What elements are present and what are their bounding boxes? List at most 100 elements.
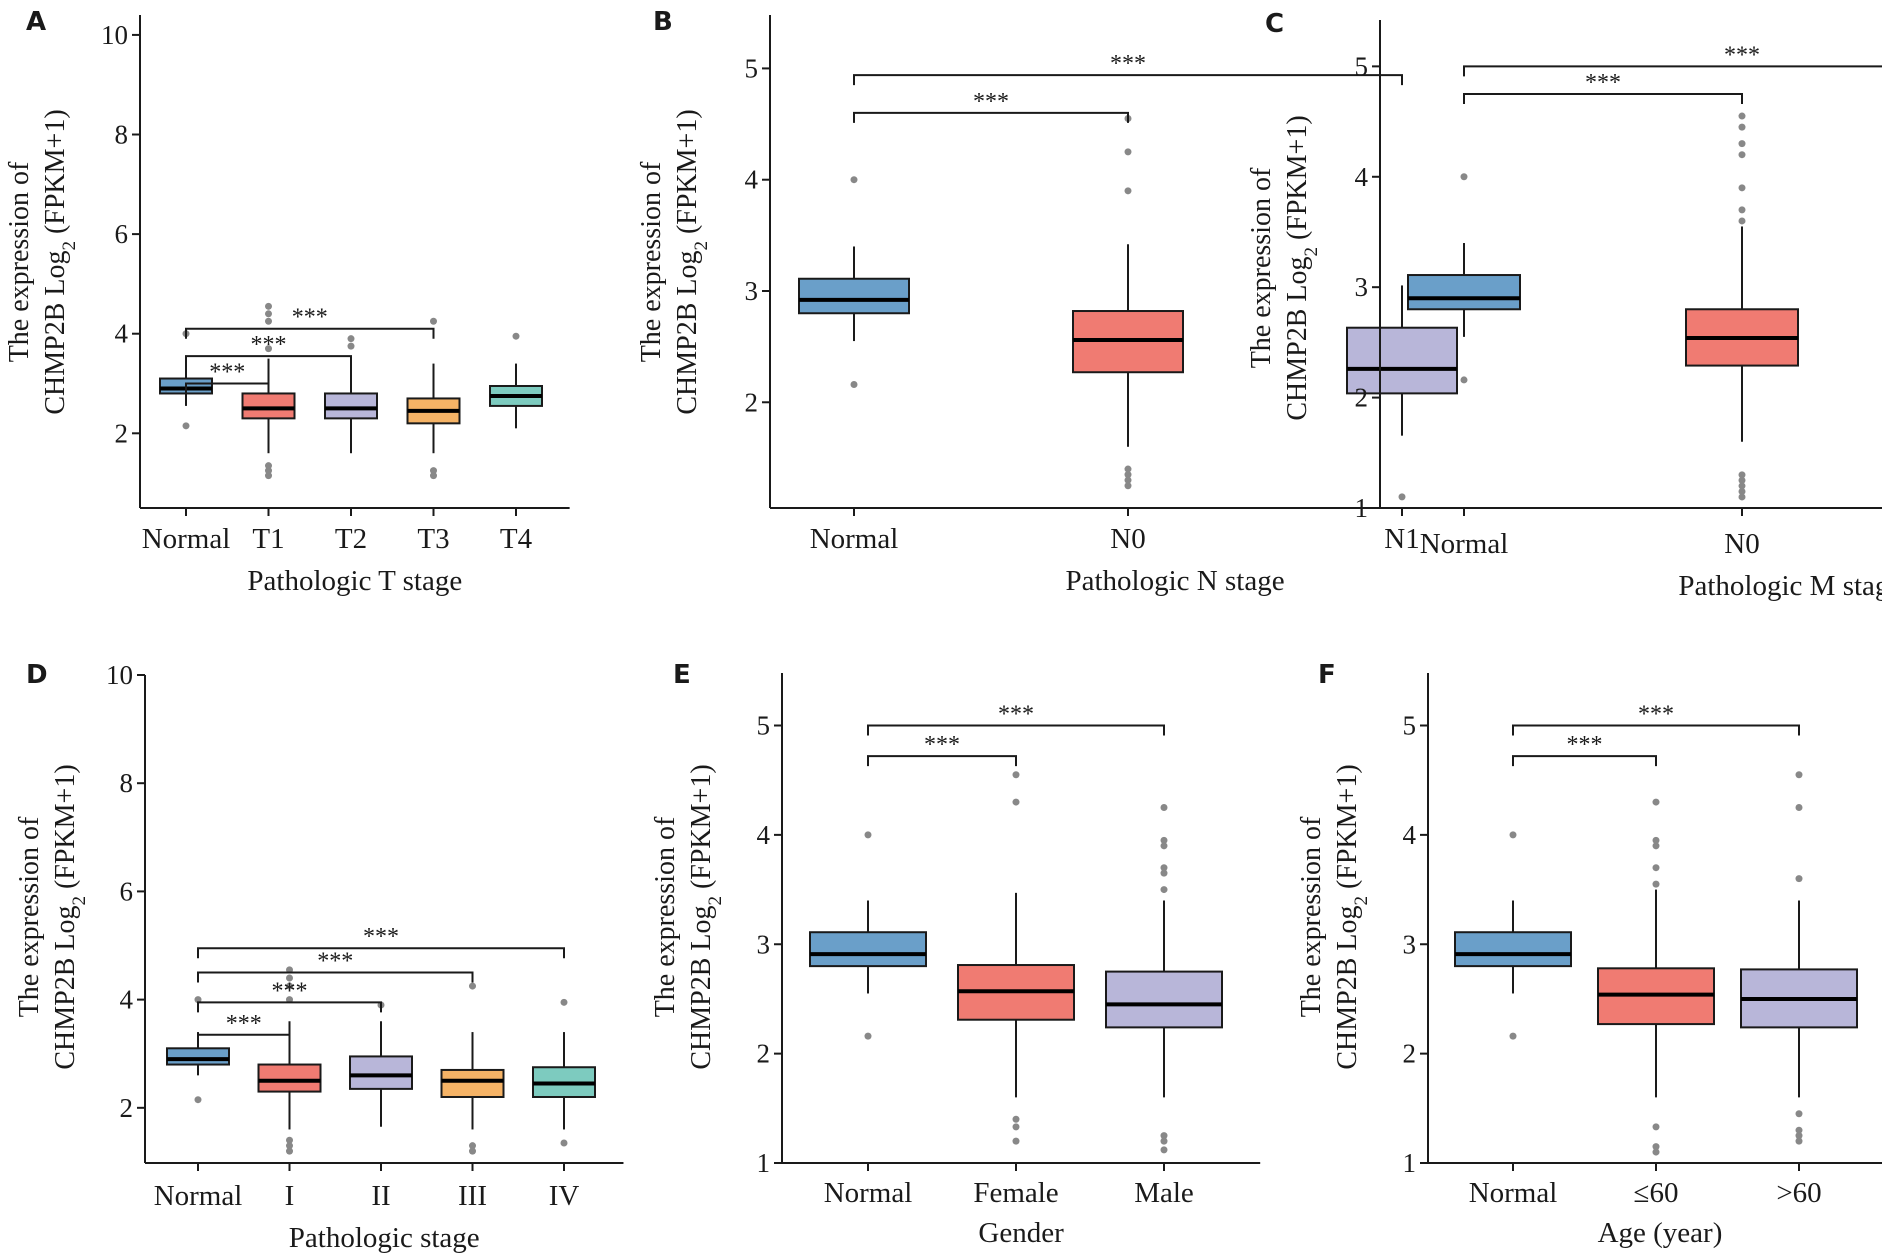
significance-label: *** [363, 924, 399, 950]
significance-label: *** [292, 305, 328, 331]
x-axis-title: Age (year) [1598, 1217, 1723, 1249]
outlier-point [1012, 1123, 1020, 1131]
y-tick-label: 6 [120, 876, 134, 906]
panel-letter: D [26, 660, 48, 690]
outlier-point [1795, 875, 1803, 883]
box-body [241, 392, 296, 420]
y-tick-label: 4 [757, 820, 771, 850]
box-normal [1454, 831, 1572, 1040]
outlier-point [1738, 493, 1746, 501]
outlier-point [194, 1096, 202, 1104]
y-tick-label: 2 [745, 387, 759, 417]
box-body [1407, 274, 1521, 311]
box-t2 [324, 335, 378, 454]
y-title-line2-main: CHMP2B Log [686, 906, 717, 1070]
x-category-label: IV [549, 1180, 580, 1212]
box-normal [1407, 173, 1521, 384]
x-category-label: Normal [1420, 528, 1509, 560]
y-tick-label: 8 [115, 120, 129, 150]
significance-label: *** [1724, 42, 1760, 68]
y-tick-label: 3 [1355, 272, 1369, 302]
y-tick-label: 2 [1355, 383, 1369, 413]
outlier-point [1652, 1143, 1660, 1151]
y-title-line2-tail: (FPKM+1) [1332, 764, 1363, 896]
y-tick-label: 3 [1403, 929, 1417, 959]
outlier-point [1124, 482, 1132, 490]
outlier-point [560, 1139, 568, 1147]
box-iii [440, 982, 505, 1155]
x-axis-title: Pathologic stage [289, 1222, 480, 1253]
box-body [1454, 931, 1572, 968]
box-body [324, 392, 378, 420]
outlier-point [1124, 148, 1132, 156]
outlier-point [1460, 376, 1468, 384]
y-tick-label: 4 [120, 985, 134, 1015]
outlier-point [1738, 487, 1746, 495]
x-category-label: T4 [500, 523, 533, 555]
box-body [349, 1055, 413, 1090]
y-title-line2-tail: (FPKM+1) [50, 764, 81, 896]
box-male [1105, 804, 1223, 1154]
outlier-point [1652, 864, 1660, 872]
y-tick-label: 4 [1403, 820, 1417, 850]
y-title-line2-main: CHMP2B Log [50, 906, 81, 1070]
outlier-point [1124, 476, 1132, 484]
y-title-line1: The expression of [1246, 167, 1277, 368]
y-axis-title: The expression of CHMP2B Log2 (FPKM+1) [14, 764, 90, 1069]
outlier-point [1795, 1137, 1803, 1145]
significance-bracket [197, 1001, 382, 1013]
box-body [440, 1068, 505, 1098]
y-tick-label: 4 [115, 319, 129, 349]
x-category-label: Female [973, 1177, 1058, 1209]
box--60 [1740, 771, 1858, 1145]
y-tick-label: 3 [757, 929, 771, 959]
x-category-label: N1 [1384, 523, 1419, 555]
significance-bracket [185, 382, 270, 394]
outlier-point [265, 345, 272, 353]
outlier-point [182, 422, 190, 430]
x-category-label: Normal [810, 523, 899, 555]
panel-e: E 1 2 3 4 5 Normal Female Male *** *** Gender The ex… [650, 660, 1261, 1249]
x-category-label: N0 [1110, 523, 1145, 555]
significance-bracket [197, 1033, 291, 1045]
outlier-point [560, 998, 568, 1006]
box-iv [532, 998, 596, 1147]
outlier-point [1652, 1148, 1660, 1156]
y-title-line2: CHMP2B Log2 (FPKM+1) [672, 109, 712, 414]
y-tick-label: 8 [120, 768, 134, 798]
x-category-label: Normal [1469, 1177, 1558, 1209]
outlier-point [1738, 184, 1746, 192]
significance-label: *** [226, 1011, 262, 1037]
y-title-line2: CHMP2B Log2 (FPKM+1) [1332, 764, 1372, 1069]
box--60 [1597, 798, 1715, 1156]
outlier-point [1509, 831, 1517, 839]
y-tick-label: 5 [757, 711, 771, 741]
outlier-point [1160, 804, 1168, 812]
x-category-label: Normal [154, 1180, 243, 1212]
significance-label: *** [1585, 70, 1621, 96]
outlier-point [1738, 482, 1746, 490]
significance-label: *** [1110, 51, 1146, 77]
outlier-point [469, 982, 476, 990]
box-n0 [1685, 112, 1799, 501]
box-t3 [406, 317, 461, 480]
outlier-point [265, 317, 272, 325]
y-axis-title: The expression of CHMP2B Log2 (FPKM+1) [650, 764, 726, 1069]
x-category-label: T1 [252, 523, 284, 555]
y-tick-label: 3 [745, 276, 759, 306]
y-tick-label: 1 [1403, 1148, 1417, 1178]
box-n0 [1072, 114, 1184, 490]
x-axis-title: Pathologic M stage [1678, 570, 1882, 602]
outlier-point [1795, 771, 1803, 779]
outlier-point [864, 1032, 872, 1040]
y-tick-label: 10 [106, 660, 133, 690]
significance-label: *** [924, 732, 960, 758]
y-tick-label: 10 [101, 20, 128, 50]
y-title-subscript: 2 [1301, 247, 1322, 257]
y-title-line2-tail: (FPKM+1) [40, 109, 71, 241]
outlier-point [1160, 842, 1168, 850]
box-body [257, 1063, 322, 1093]
y-axis-title: The expression of CHMP2B Log2 (FPKM+1) [636, 109, 712, 414]
box-body [809, 931, 927, 968]
